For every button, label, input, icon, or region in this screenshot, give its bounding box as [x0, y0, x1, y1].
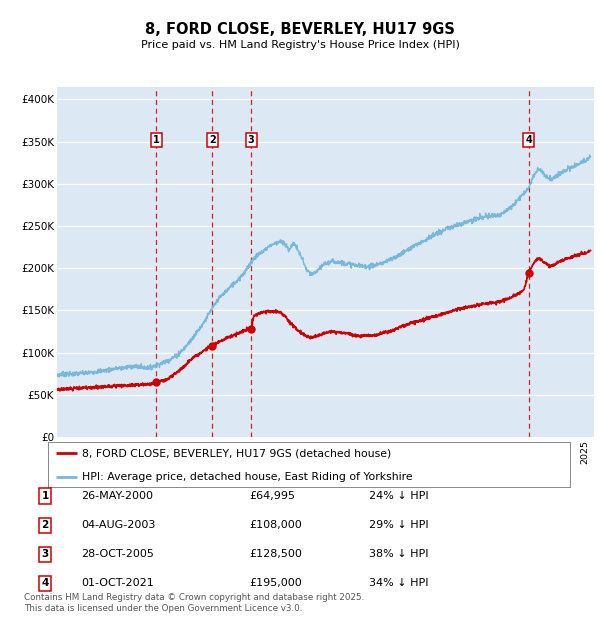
Text: 1: 1 — [153, 135, 160, 145]
Text: HPI: Average price, detached house, East Riding of Yorkshire: HPI: Average price, detached house, East… — [82, 472, 413, 482]
Text: 3: 3 — [248, 135, 254, 145]
Text: 8, FORD CLOSE, BEVERLEY, HU17 9GS (detached house): 8, FORD CLOSE, BEVERLEY, HU17 9GS (detac… — [82, 448, 391, 458]
Text: 29% ↓ HPI: 29% ↓ HPI — [369, 520, 428, 530]
Text: £128,500: £128,500 — [249, 549, 302, 559]
Text: 4: 4 — [525, 135, 532, 145]
Text: £108,000: £108,000 — [249, 520, 302, 530]
Text: 1: 1 — [41, 491, 49, 501]
Text: 01-OCT-2021: 01-OCT-2021 — [81, 578, 154, 588]
Text: 04-AUG-2003: 04-AUG-2003 — [81, 520, 155, 530]
Text: 34% ↓ HPI: 34% ↓ HPI — [369, 578, 428, 588]
Text: 28-OCT-2005: 28-OCT-2005 — [81, 549, 154, 559]
Text: 38% ↓ HPI: 38% ↓ HPI — [369, 549, 428, 559]
Text: 2: 2 — [41, 520, 49, 530]
Text: £195,000: £195,000 — [249, 578, 302, 588]
Text: 24% ↓ HPI: 24% ↓ HPI — [369, 491, 428, 501]
Text: 2: 2 — [209, 135, 215, 145]
Text: 3: 3 — [41, 549, 49, 559]
Text: 8, FORD CLOSE, BEVERLEY, HU17 9GS: 8, FORD CLOSE, BEVERLEY, HU17 9GS — [145, 22, 455, 37]
Text: Contains HM Land Registry data © Crown copyright and database right 2025.
This d: Contains HM Land Registry data © Crown c… — [24, 593, 364, 613]
Text: £64,995: £64,995 — [249, 491, 295, 501]
Text: 4: 4 — [41, 578, 49, 588]
Text: 26-MAY-2000: 26-MAY-2000 — [81, 491, 153, 501]
Text: Price paid vs. HM Land Registry's House Price Index (HPI): Price paid vs. HM Land Registry's House … — [140, 40, 460, 50]
